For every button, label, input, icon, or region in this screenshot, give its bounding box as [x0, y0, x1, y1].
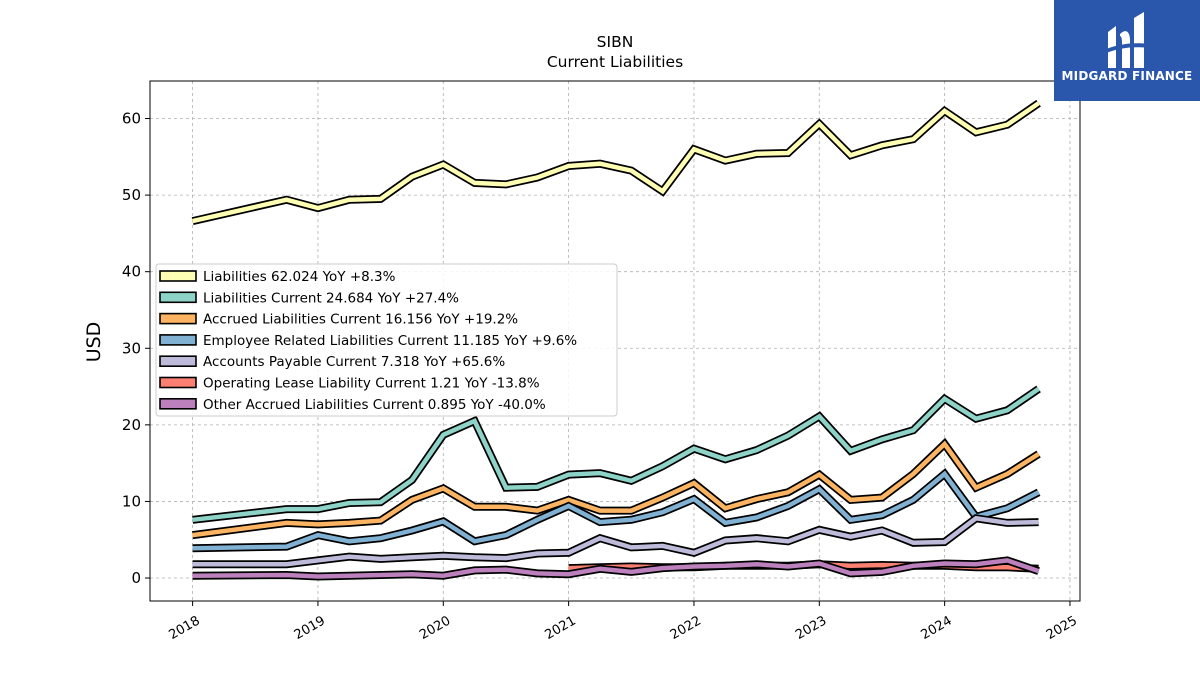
x-tick-label: 2020 [417, 613, 453, 643]
legend-entry: Employee Related Liabilities Current 11.… [203, 333, 577, 349]
legend-entry: Liabilities Current 24.684 YoY +27.4% [203, 290, 459, 306]
legend-swatch [159, 334, 197, 346]
series-line-accounts-payable-current [192, 515, 1039, 567]
x-tick-label: 2025 [1044, 613, 1080, 643]
legend-swatch [159, 376, 197, 389]
y-tick-label: 0 [131, 569, 141, 587]
y-axis-label: USD [83, 322, 105, 363]
x-tick-label: 2022 [668, 613, 704, 643]
legend-entry: Accrued Liabilities Current 16.156 YoY +… [203, 312, 518, 328]
x-tick-label: 2019 [292, 613, 328, 643]
y-tick-label: 60 [122, 110, 141, 128]
series-line-employee-related-liabilities-current [192, 470, 1040, 551]
y-tick-label: 40 [122, 263, 141, 281]
legend-entry: Other Accrued Liabilities Current 0.895 … [203, 397, 546, 413]
series-lines [191, 99, 1041, 581]
x-tick-label: 2018 [166, 613, 202, 643]
chart-subtitle: Current Liabilities [547, 53, 683, 71]
x-tick-label: 2021 [542, 613, 578, 643]
logo: MIDGARD FINANCE [1054, 0, 1200, 101]
legend: Liabilities 62.024 YoY +8.3% Liabilities … [155, 263, 618, 417]
series-line-accrued-liabilities-current [192, 440, 1040, 538]
series-line-other-accrued-liabilities-current [192, 558, 1040, 579]
x-tick-label: 2023 [793, 613, 829, 643]
plot-frame [149, 80, 1081, 602]
legend-swatch [159, 355, 197, 368]
legend-entry: Liabilities 62.024 YoY +8.3% [203, 269, 396, 285]
legend-entry: Operating Lease Liability Current 1.21 Y… [203, 376, 540, 392]
legend-entry: Accounts Payable Current 7.318 YoY +65.6… [203, 354, 505, 370]
y-tick-label: 50 [122, 186, 141, 204]
y-tick-label: 20 [122, 416, 141, 434]
legend-box [155, 263, 618, 417]
series-line-liabilities [192, 101, 1040, 224]
series-outline-liabilities [191, 99, 1041, 226]
legend-swatch [159, 270, 197, 282]
logo-mark-icon [1104, 12, 1150, 68]
logo-text: MIDGARD FINANCE [1061, 69, 1193, 83]
legend-swatch [159, 397, 197, 410]
x-tick-label: 2024 [918, 613, 954, 643]
legend-swatch [159, 312, 197, 325]
legend-swatch [159, 291, 197, 304]
chart-title: SIBN [597, 33, 634, 51]
y-tick-label: 30 [122, 339, 141, 357]
series-line-liabilities-current [192, 387, 1040, 523]
y-tick-label: 10 [122, 492, 141, 510]
